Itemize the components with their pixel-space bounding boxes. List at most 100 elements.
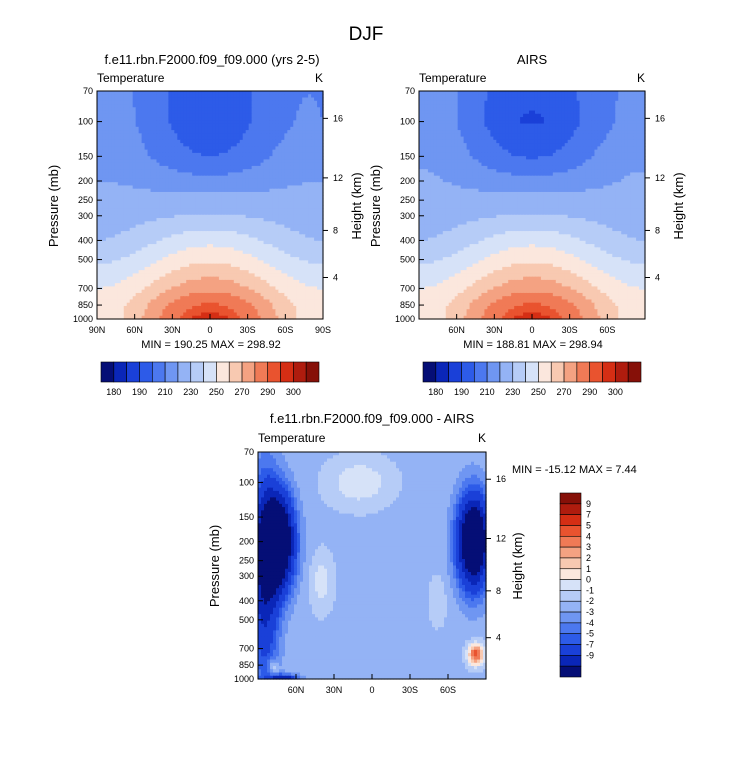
heatmap-cell <box>227 162 232 167</box>
heatmap-cell <box>147 146 152 151</box>
heatmap-cell <box>299 97 303 102</box>
heatmap-cell <box>248 136 253 141</box>
heatmap-cell <box>248 156 253 160</box>
heatmap-cell <box>120 139 125 144</box>
heatmap-cell <box>296 175 300 180</box>
heatmap-cell <box>141 172 146 177</box>
heatmap-cell <box>230 152 235 157</box>
heatmap-cell <box>269 159 274 164</box>
heatmap-cell <box>186 123 190 128</box>
heatmap-cell <box>210 133 214 138</box>
heatmap-cell <box>266 156 271 160</box>
heatmap-cell <box>111 149 116 154</box>
heatmap-cell <box>233 100 238 105</box>
heatmap-cell <box>144 136 149 141</box>
heatmap-cell <box>269 123 274 128</box>
heatmap-cell <box>117 123 122 128</box>
heatmap-cell <box>183 152 187 157</box>
heatmap-cell <box>305 104 309 108</box>
heatmap-cell <box>195 117 199 121</box>
heatmap-cell <box>320 94 324 99</box>
heatmap-cell <box>236 113 241 118</box>
heatmap-cell <box>117 149 122 154</box>
heatmap-cell <box>192 91 196 95</box>
heatmap-cell <box>275 110 279 115</box>
heatmap-cell <box>132 123 137 128</box>
heatmap-cell <box>254 152 259 157</box>
heatmap-cell <box>156 165 161 170</box>
heatmap-cell <box>138 136 143 141</box>
heatmap-cell <box>168 175 172 180</box>
heatmap-cell <box>254 172 259 177</box>
heatmap-cell <box>281 126 285 131</box>
heatmap-cell <box>138 149 143 154</box>
heatmap-cell <box>230 120 235 125</box>
heatmap-cell <box>198 162 202 167</box>
heatmap-cell <box>302 143 306 147</box>
heatmap-cell <box>308 110 312 115</box>
heatmap-cell <box>144 104 149 108</box>
heatmap-cell <box>314 117 318 121</box>
heatmap-cell <box>108 123 113 128</box>
heatmap-cell <box>165 110 169 115</box>
heatmap-cell <box>174 175 178 180</box>
heatmap-cell <box>299 117 303 121</box>
heatmap-cell <box>153 175 158 180</box>
heatmap-cell <box>278 169 282 174</box>
heatmap-cell <box>186 130 190 134</box>
heatmap-cell <box>150 178 155 183</box>
heatmap-cell <box>293 100 297 105</box>
heatmap-cell <box>224 143 229 147</box>
heatmap-cell <box>189 126 193 131</box>
heatmap-cell <box>97 152 101 157</box>
heatmap-cell <box>320 110 324 115</box>
heatmap-cell <box>210 104 214 108</box>
heatmap-cell <box>210 159 214 164</box>
heatmap-cell <box>257 139 262 144</box>
heatmap-cell <box>263 126 268 131</box>
heatmap-cell <box>201 175 205 180</box>
heatmap-cell <box>299 100 303 105</box>
heatmap-cell <box>117 91 122 95</box>
heatmap-cell <box>99 162 104 167</box>
heatmap-cell <box>245 175 250 180</box>
heatmap-cell <box>174 107 178 112</box>
heatmap-cell <box>308 120 312 125</box>
heatmap-cell <box>308 94 312 99</box>
heatmap-cell <box>105 91 110 95</box>
heatmap-cell <box>230 100 235 105</box>
heatmap-cell <box>108 94 113 99</box>
heatmap-cell <box>215 156 220 160</box>
heatmap-cell <box>147 133 152 138</box>
heatmap-cell <box>99 113 104 118</box>
heatmap-cell <box>117 120 122 125</box>
heatmap-cell <box>317 107 321 112</box>
heatmap-cell <box>114 97 119 102</box>
heatmap-cell <box>97 136 101 141</box>
heatmap-cell <box>314 130 318 134</box>
heatmap-cell <box>189 130 193 134</box>
heatmap-cell <box>290 175 294 180</box>
heatmap-cell <box>210 139 214 144</box>
heatmap-cell <box>204 107 208 112</box>
heatmap-cell <box>129 100 134 105</box>
heatmap-cell <box>105 126 110 131</box>
heatmap-cell <box>150 100 155 105</box>
heatmap-cell <box>123 104 128 108</box>
heatmap-cell <box>212 120 217 125</box>
heatmap-cell <box>210 136 214 141</box>
heatmap-cell <box>254 113 259 118</box>
heatmap-cell <box>221 97 226 102</box>
heatmap-cell <box>233 107 238 112</box>
heatmap-cell <box>165 169 169 174</box>
heatmap-cell <box>186 159 190 164</box>
heatmap-cell <box>302 120 306 125</box>
heatmap-cell <box>242 159 247 164</box>
heatmap-cell <box>186 117 190 121</box>
heatmap-cell <box>165 159 169 164</box>
heatmap-cell <box>218 91 223 95</box>
heatmap-cell <box>183 123 187 128</box>
heatmap-cell <box>126 139 131 144</box>
heatmap-cell <box>180 113 184 118</box>
heatmap-cell <box>135 126 140 131</box>
